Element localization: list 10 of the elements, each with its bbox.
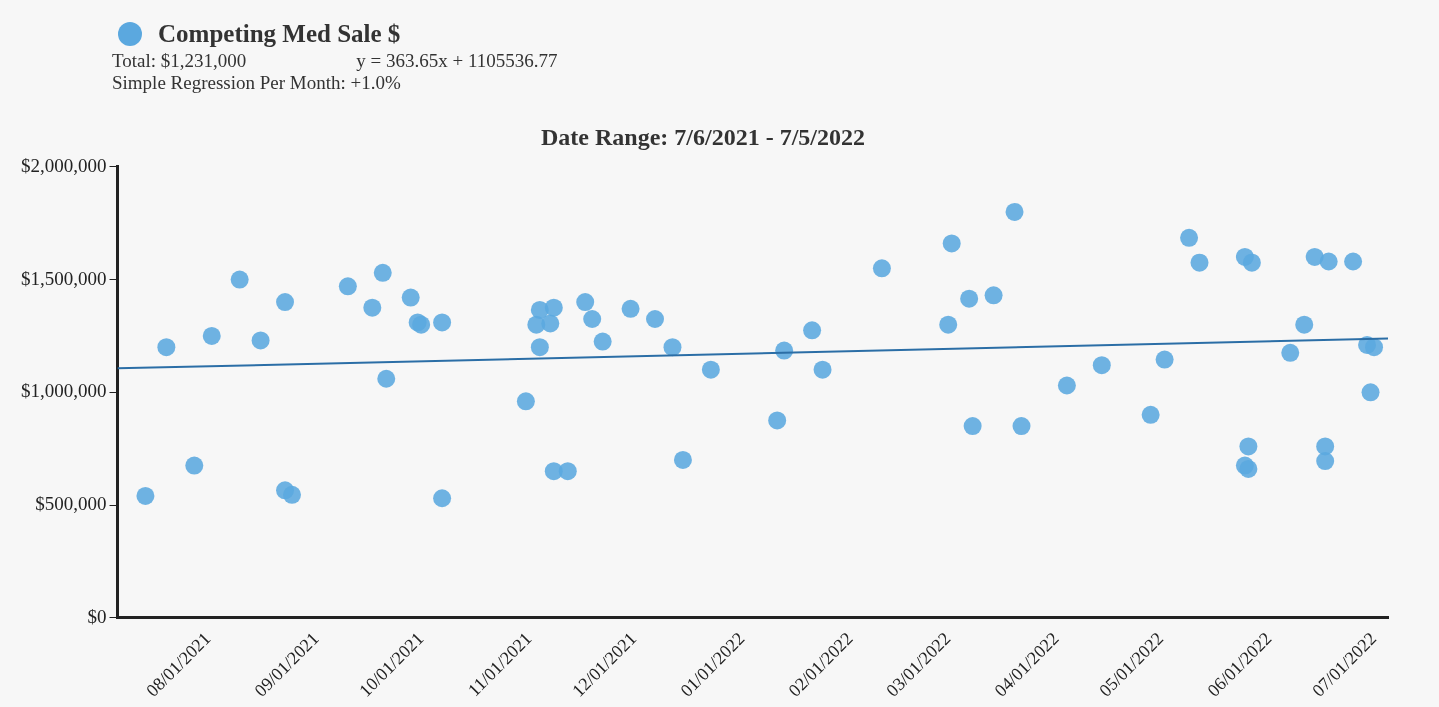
text: Total: $1,231,000 [112,50,247,72]
y-tick-label: $0 [87,605,107,627]
y-tick-label: $1,500,000 [21,267,107,289]
text: y = 363.65x + 1105536.77 [356,50,558,72]
y-tick-label: $500,000 [35,492,107,514]
y-tick-label: $2,000,000 [21,154,107,176]
chart-title: Date Range: 7/6/2021 - 7/5/2022 [541,123,865,150]
y-tick-label: $1,000,000 [21,380,107,402]
legend-label: Competing Med Sale $ [158,20,401,48]
text: Simple Regression Per Month: +1.0% [112,72,402,94]
